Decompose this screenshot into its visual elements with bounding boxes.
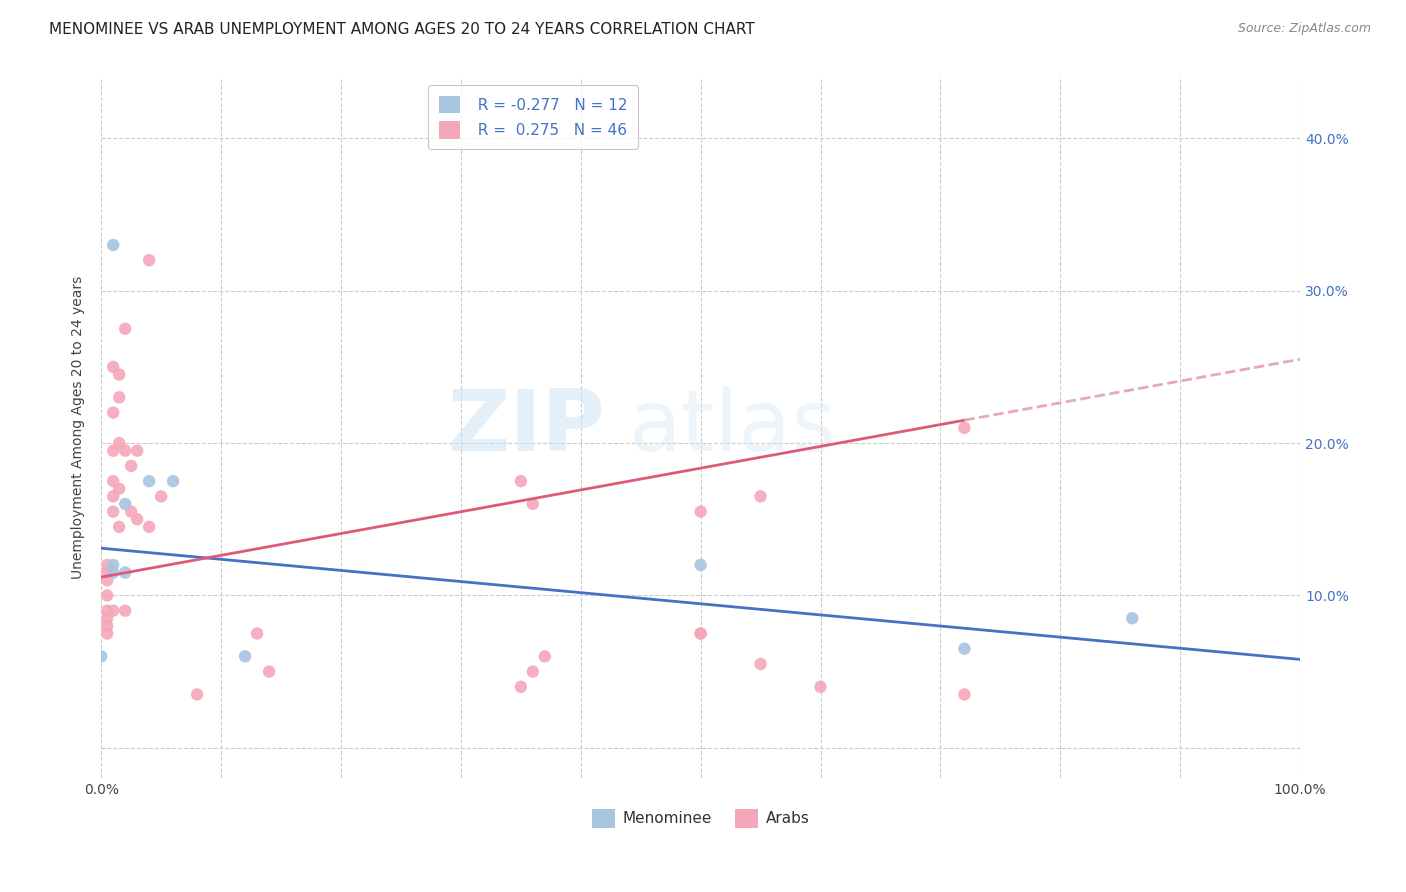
Point <box>810 680 832 694</box>
Point <box>953 421 976 435</box>
Point <box>749 657 772 671</box>
Point <box>127 443 149 458</box>
Point <box>96 604 118 618</box>
Point <box>689 626 711 640</box>
Point <box>103 238 125 252</box>
Point <box>108 368 131 382</box>
Point <box>257 665 280 679</box>
Text: ZIP: ZIP <box>447 386 605 469</box>
Point <box>120 458 142 473</box>
Point <box>114 443 136 458</box>
Point <box>90 649 112 664</box>
Point <box>108 520 131 534</box>
Text: atlas: atlas <box>628 386 837 469</box>
Point <box>103 474 125 488</box>
Point <box>120 505 142 519</box>
Text: Source: ZipAtlas.com: Source: ZipAtlas.com <box>1237 22 1371 36</box>
Point <box>103 489 125 503</box>
Point <box>103 359 125 374</box>
Point <box>138 474 160 488</box>
Point <box>114 566 136 580</box>
Point <box>103 443 125 458</box>
Point <box>186 688 208 702</box>
Point <box>114 604 136 618</box>
Point <box>103 406 125 420</box>
Point <box>96 619 118 633</box>
Point <box>953 641 976 656</box>
Point <box>689 626 711 640</box>
Point <box>103 505 125 519</box>
Point <box>96 611 118 625</box>
Point <box>114 322 136 336</box>
Point <box>246 626 269 640</box>
Point <box>96 558 118 572</box>
Point <box>108 390 131 404</box>
Point <box>1121 611 1143 625</box>
Text: MENOMINEE VS ARAB UNEMPLOYMENT AMONG AGES 20 TO 24 YEARS CORRELATION CHART: MENOMINEE VS ARAB UNEMPLOYMENT AMONG AGE… <box>49 22 755 37</box>
Point <box>127 512 149 526</box>
Point <box>103 566 125 580</box>
Point <box>509 680 531 694</box>
Point <box>749 489 772 503</box>
Point <box>953 688 976 702</box>
Point <box>162 474 184 488</box>
Point <box>96 626 118 640</box>
Y-axis label: Unemployment Among Ages 20 to 24 years: Unemployment Among Ages 20 to 24 years <box>72 277 86 580</box>
Point <box>533 649 555 664</box>
Point <box>96 589 118 603</box>
Point <box>138 520 160 534</box>
Point <box>233 649 256 664</box>
Point <box>108 482 131 496</box>
Point <box>522 497 544 511</box>
Point <box>114 497 136 511</box>
Point <box>509 474 531 488</box>
Point <box>150 489 173 503</box>
Point <box>103 604 125 618</box>
Point <box>522 665 544 679</box>
Point <box>96 573 118 587</box>
Point <box>108 436 131 450</box>
Point <box>689 505 711 519</box>
Legend: Menominee, Arabs: Menominee, Arabs <box>586 803 815 834</box>
Point <box>96 566 118 580</box>
Point <box>689 558 711 572</box>
Point <box>103 558 125 572</box>
Point <box>138 253 160 268</box>
